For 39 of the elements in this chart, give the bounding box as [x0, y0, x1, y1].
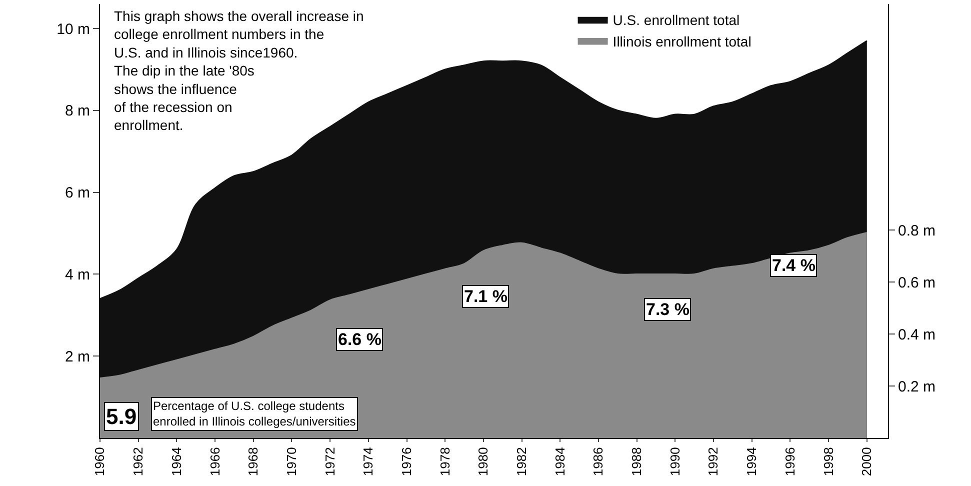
x-tick-label: 1990	[667, 447, 682, 476]
y-tick-label: 8 m	[64, 102, 90, 120]
x-tick-label: 1966	[207, 447, 222, 476]
x-tick-label: 1964	[168, 447, 184, 476]
x-tick-label: 1992	[706, 447, 721, 476]
x-tick-label: 1972	[322, 447, 338, 476]
annotation: 7.4 %	[772, 256, 816, 275]
y-tick-label: 2 m	[64, 348, 90, 366]
y2-tick-label: 0.8 m	[898, 222, 936, 240]
y2-tick-label: 0.6 m	[898, 274, 936, 292]
x-tick-label: 2000	[859, 447, 874, 476]
x-tick-label: 1962	[130, 447, 146, 476]
x-tick-label: 1974	[360, 447, 376, 476]
annotation: 7.3 %	[646, 300, 690, 319]
x-tick-label: 1988	[629, 447, 644, 476]
x-tick-label: 1998	[820, 447, 836, 476]
y-tick-label: 6 m	[64, 184, 90, 202]
x-tick-label: 1968	[246, 447, 261, 476]
x-tick-label: 1982	[514, 447, 530, 476]
annotation: Percentage of U.S. college students enrolled in Illinois colleges/universities	[153, 399, 356, 429]
y-tick-label: 10 m	[56, 20, 90, 38]
x-tick-label: 1978	[437, 447, 452, 476]
annotation: 5.9	[106, 404, 137, 429]
x-tick-label: 1984	[552, 447, 568, 476]
x-tick-label: 1980	[476, 447, 491, 476]
x-tick-label: 1970	[284, 447, 299, 476]
x-tick-label: 1976	[398, 447, 414, 476]
x-tick-label: 1986	[590, 447, 606, 476]
y2-tick-label: 0.2 m	[898, 378, 936, 396]
y2-tick-label: 0.4 m	[898, 326, 936, 344]
annotation: 6.6 %	[338, 330, 382, 349]
annotation: This graph shows the overall increase in college enrollment numbers in the U.S. and in Illinois since1960. The dip in the late '80s shows the influence of the recession on enrollment.	[114, 8, 364, 134]
legend-label: U.S. enrollment total	[612, 12, 740, 28]
legend-label: Illinois enrollment total	[612, 33, 752, 50]
annotation: 7.1 %	[464, 287, 508, 306]
y-tick-label: 4 m	[64, 266, 90, 284]
x-tick-label: 1960	[92, 447, 108, 476]
x-tick-label: 1996	[782, 447, 798, 476]
x-tick-label: 1994	[744, 447, 760, 476]
